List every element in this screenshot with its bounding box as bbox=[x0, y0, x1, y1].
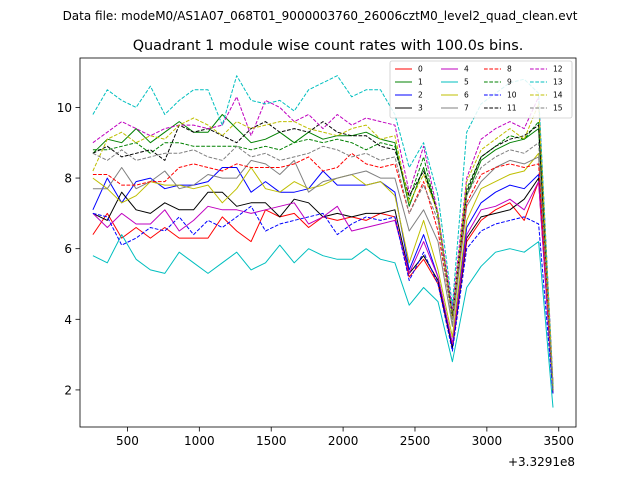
x-tick-label: 2000 bbox=[328, 434, 359, 448]
legend-label-0: 0 bbox=[418, 65, 423, 74]
x-offset-label: +3.3291e8 bbox=[508, 455, 575, 469]
series-line-6 bbox=[92, 152, 554, 394]
series-line-3 bbox=[92, 177, 554, 394]
series-line-9 bbox=[92, 121, 554, 390]
x-tick-label: 3000 bbox=[472, 434, 503, 448]
legend-label-8: 8 bbox=[507, 65, 512, 74]
series-line-8 bbox=[92, 152, 554, 390]
series-line-14 bbox=[92, 103, 554, 387]
y-tick-label: 6 bbox=[64, 242, 72, 256]
legend-label-7: 7 bbox=[464, 104, 469, 113]
legend-label-10: 10 bbox=[507, 91, 517, 100]
legend-label-12: 12 bbox=[553, 65, 563, 74]
legend-label-2: 2 bbox=[418, 91, 423, 100]
chart-title: Quadrant 1 module wise count rates with … bbox=[133, 38, 524, 54]
legend-label-3: 3 bbox=[418, 104, 423, 113]
legend-label-15: 15 bbox=[553, 104, 563, 113]
legend-label-5: 5 bbox=[464, 78, 469, 87]
series-line-10 bbox=[92, 205, 554, 394]
legend-label-6: 6 bbox=[464, 91, 469, 100]
series-line-12 bbox=[92, 96, 554, 383]
series-line-13 bbox=[92, 75, 554, 387]
series-line-2 bbox=[92, 167, 554, 394]
series-line-15 bbox=[92, 142, 554, 390]
x-tick-label: 3500 bbox=[543, 434, 574, 448]
legend-label-13: 13 bbox=[553, 78, 563, 87]
x-tick-label: 500 bbox=[116, 434, 139, 448]
series-line-1 bbox=[92, 114, 554, 390]
x-tick-label: 1000 bbox=[184, 434, 215, 448]
plot-frame bbox=[79, 57, 577, 428]
series-layer bbox=[92, 75, 554, 408]
legend-label-14: 14 bbox=[553, 91, 563, 100]
series-line-11 bbox=[92, 121, 554, 387]
legend-label-11: 11 bbox=[507, 104, 517, 113]
legend-label-9: 9 bbox=[507, 78, 512, 87]
y-tick-label: 8 bbox=[64, 172, 72, 186]
series-line-5 bbox=[92, 234, 554, 408]
x-tick-label: 1500 bbox=[256, 434, 287, 448]
y-tick-label: 10 bbox=[57, 101, 72, 115]
y-tick-label: 2 bbox=[64, 383, 72, 397]
x-tick-label: 2500 bbox=[400, 434, 431, 448]
legend-box bbox=[389, 60, 573, 119]
legend-label-4: 4 bbox=[464, 65, 469, 74]
y-tick-label: 4 bbox=[64, 313, 72, 327]
legend-label-1: 1 bbox=[418, 78, 423, 87]
chart-suptitle: Data file: modeM0/AS1A07_068T01_90000037… bbox=[63, 9, 578, 23]
series-line-7 bbox=[92, 156, 554, 390]
series-line-4 bbox=[92, 181, 554, 394]
